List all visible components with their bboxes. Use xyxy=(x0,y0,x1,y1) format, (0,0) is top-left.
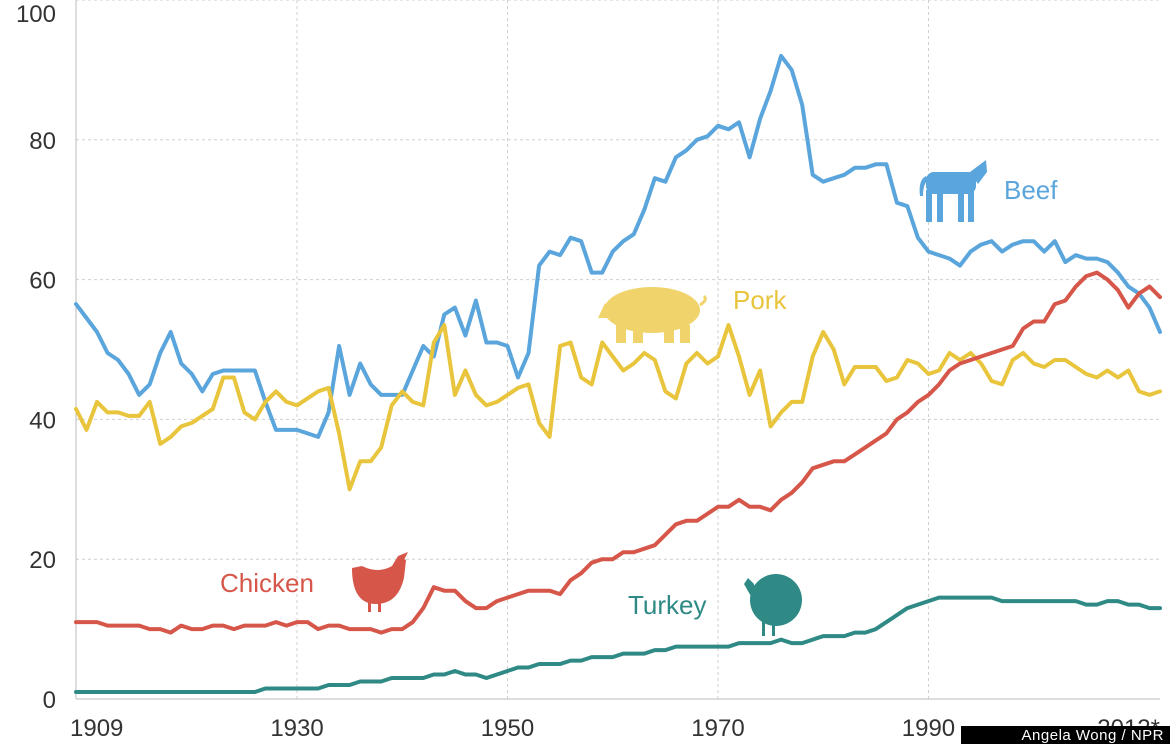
x-tick-label: 1970 xyxy=(691,715,744,742)
y-tick-label: 60 xyxy=(29,268,56,295)
turkey-label: Turkey xyxy=(628,590,707,620)
horizontal-gridlines xyxy=(76,0,1160,560)
beef-line xyxy=(74,53,1162,439)
y-tick-label: 20 xyxy=(29,547,56,574)
turkey-icon xyxy=(744,574,802,636)
cow-icon xyxy=(919,160,987,222)
pork-line xyxy=(74,323,1162,492)
pig-icon xyxy=(598,287,707,343)
x-tick-label: 1930 xyxy=(270,715,323,742)
chicken-icon xyxy=(352,552,408,612)
x-tick-label: 1950 xyxy=(481,715,534,742)
y-tick-labels: 0 20 40 60 80 100 xyxy=(16,1,56,714)
y-tick-label: 80 xyxy=(29,128,56,155)
y-tick-label: 100 xyxy=(16,1,56,28)
credit-text: Angela Wong / NPR xyxy=(1021,727,1164,744)
x-tick-label: 1990 xyxy=(902,715,955,742)
series-lines xyxy=(74,53,1162,694)
turkey-line xyxy=(74,595,1162,694)
y-tick-label: 40 xyxy=(29,407,56,434)
beef-label: Beef xyxy=(1004,175,1058,205)
chicken-line xyxy=(74,270,1162,635)
pork-label: Pork xyxy=(733,285,787,315)
y-tick-label: 0 xyxy=(43,687,56,714)
credit-box: Angela Wong / NPR xyxy=(961,726,1170,744)
chicken-label: Chicken xyxy=(220,568,314,598)
x-tick-label: 1909 xyxy=(70,715,123,742)
